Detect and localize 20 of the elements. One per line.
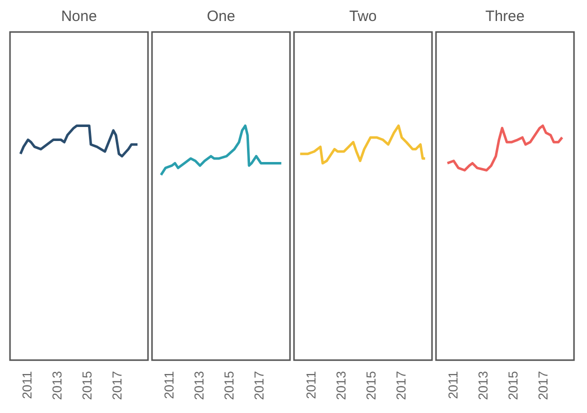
x-tick-label: 2017 [394, 371, 409, 400]
x-tick-label: 2013 [192, 371, 207, 400]
x-tick-label: 2013 [50, 371, 65, 400]
chart-title: Three [485, 8, 525, 26]
chart-title: Two [349, 8, 377, 26]
x-tick-label: 2011 [304, 371, 319, 400]
x-tick-label: 2017 [536, 371, 551, 400]
x-tick-label: 2011 [20, 371, 35, 400]
x-tick-label: 2013 [334, 371, 349, 400]
x-tick-label: 2015 [222, 371, 237, 400]
chart-title: One [206, 8, 236, 26]
x-tick-label: 2015 [80, 371, 95, 400]
x-tick-label: 2013 [476, 371, 491, 400]
x-tick-label: 2011 [162, 371, 177, 400]
x-tick-label: 2017 [252, 371, 267, 400]
x-tick-label: 2015 [364, 371, 379, 400]
x-tick-label: 2017 [110, 371, 125, 400]
x-tick-label: 2011 [446, 371, 461, 400]
chart-title: None [61, 8, 97, 26]
x-tick-label: 2015 [506, 371, 521, 400]
